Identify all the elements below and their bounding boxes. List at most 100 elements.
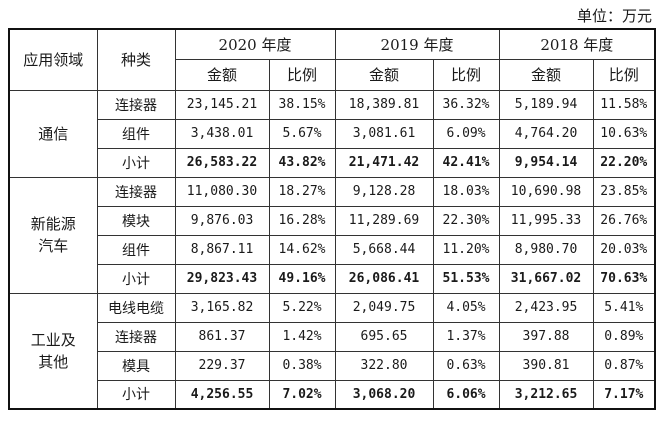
type-cell: 组件 bbox=[96, 234, 176, 265]
amount-cell: 8,980.70 bbox=[498, 234, 594, 265]
amount-cell: 23,145.21 bbox=[174, 89, 270, 120]
header-year-2020: 2020 年度 bbox=[174, 28, 336, 60]
ratio-cell: 0.87% bbox=[592, 350, 656, 381]
table-row: 连接器 861.37 1.42% 695.65 1.37% 397.88 0.89% bbox=[9, 321, 656, 352]
ratio-cell: 11.20% bbox=[432, 234, 500, 265]
ratio-cell: 51.53% bbox=[432, 263, 500, 294]
amount-cell: 397.88 bbox=[498, 321, 594, 352]
header-year-2018: 2018 年度 bbox=[498, 28, 656, 60]
ratio-cell: 5.67% bbox=[268, 118, 336, 149]
amount-cell: 3,081.61 bbox=[334, 118, 434, 149]
amount-cell: 31,667.02 bbox=[498, 263, 594, 294]
header-ratio: 比例 bbox=[432, 58, 500, 91]
table-row: 小计 29,823.43 49.16% 26,086.41 51.53% 31,667.0… bbox=[9, 263, 656, 294]
amount-cell: 861.37 bbox=[174, 321, 270, 352]
amount-cell: 3,438.01 bbox=[174, 118, 270, 149]
ratio-cell: 18.03% bbox=[432, 176, 500, 207]
header-ratio: 比例 bbox=[592, 58, 656, 91]
amount-cell: 26,086.41 bbox=[334, 263, 434, 294]
type-cell: 小计 bbox=[96, 263, 176, 294]
type-cell: 小计 bbox=[96, 147, 176, 178]
header-type: 种类 bbox=[96, 28, 176, 91]
ratio-cell: 10.63% bbox=[592, 118, 656, 149]
header-amount: 金额 bbox=[334, 58, 434, 91]
table-row: 工业及 其他 电线电缆 3,165.82 5.22% 2,049.75 4.05% 2,423… bbox=[8, 292, 656, 410]
ratio-cell: 0.38% bbox=[268, 350, 336, 381]
table-row: 组件 8,867.11 14.62% 5,668.44 11.20% 8,980.70 20… bbox=[9, 234, 656, 265]
type-cell: 小计 bbox=[96, 379, 176, 410]
ratio-cell: 26.76% bbox=[592, 205, 656, 236]
header-year-2019: 2019 年度 bbox=[334, 28, 500, 60]
ratio-cell: 1.37% bbox=[432, 321, 500, 352]
table-row: 模具 229.37 0.38% 322.80 0.63% 390.81 0.87% bbox=[9, 350, 656, 381]
ratio-cell: 43.82% bbox=[268, 147, 336, 178]
amount-cell: 2,423.95 bbox=[498, 292, 594, 323]
amount-cell: 229.37 bbox=[174, 350, 270, 381]
unit-label: 单位：万元 bbox=[576, 7, 652, 25]
amount-cell: 3,212.65 bbox=[498, 379, 594, 410]
revenue-by-domain-table: 应用领域 种类 2020 年度 2019 年度 2018 年度 金额 比例 金额… bbox=[8, 28, 657, 410]
amount-cell: 11,995.33 bbox=[498, 205, 594, 236]
ratio-cell: 22.20% bbox=[592, 147, 656, 178]
amount-cell: 10,690.98 bbox=[498, 176, 594, 207]
ratio-cell: 38.15% bbox=[268, 89, 336, 120]
amount-cell: 5,668.44 bbox=[334, 234, 434, 265]
amount-cell: 11,289.69 bbox=[334, 205, 434, 236]
type-cell: 模块 bbox=[96, 205, 176, 236]
ratio-cell: 4.05% bbox=[432, 292, 500, 323]
header-amount: 金额 bbox=[498, 58, 594, 91]
table-row: 组件 3,438.01 5.67% 3,081.61 6.09% 4,764.20 10.6… bbox=[9, 118, 656, 149]
ratio-cell: 16.28% bbox=[268, 205, 336, 236]
ratio-cell: 5.22% bbox=[268, 292, 336, 323]
type-cell: 连接器 bbox=[96, 176, 176, 207]
ratio-cell: 0.63% bbox=[432, 350, 500, 381]
amount-cell: 390.81 bbox=[498, 350, 594, 381]
amount-cell: 26,583.22 bbox=[174, 147, 270, 178]
amount-cell: 9,954.14 bbox=[498, 147, 594, 178]
amount-cell: 9,128.28 bbox=[334, 176, 434, 207]
amount-cell: 695.65 bbox=[334, 321, 434, 352]
ratio-cell: 6.06% bbox=[432, 379, 500, 410]
amount-cell: 8,867.11 bbox=[174, 234, 270, 265]
domain-cell: 工业及 其他 bbox=[8, 292, 98, 410]
type-cell: 连接器 bbox=[96, 89, 176, 120]
ratio-cell: 14.62% bbox=[268, 234, 336, 265]
header-domain: 应用领域 bbox=[8, 28, 98, 91]
domain-label-line: 汽车 bbox=[38, 237, 69, 255]
header-amount: 金额 bbox=[174, 58, 270, 91]
amount-cell: 9,876.03 bbox=[174, 205, 270, 236]
ratio-cell: 7.02% bbox=[268, 379, 336, 410]
amount-cell: 18,389.81 bbox=[334, 89, 434, 120]
ratio-cell: 18.27% bbox=[268, 176, 336, 207]
domain-cell: 通信 bbox=[8, 89, 98, 178]
ratio-cell: 49.16% bbox=[268, 263, 336, 294]
amount-cell: 5,189.94 bbox=[498, 89, 594, 120]
amount-cell: 4,256.55 bbox=[174, 379, 270, 410]
table-row: 新能源 汽车 连接器 11,080.30 18.27% 9,128.28 18.03% 10,… bbox=[8, 176, 656, 294]
ratio-cell: 6.09% bbox=[432, 118, 500, 149]
amount-cell: 29,823.43 bbox=[174, 263, 270, 294]
ratio-cell: 0.89% bbox=[592, 321, 656, 352]
ratio-cell: 5.41% bbox=[592, 292, 656, 323]
amount-cell: 322.80 bbox=[334, 350, 434, 381]
domain-label-line: 通信 bbox=[38, 124, 69, 143]
type-cell: 电线电缆 bbox=[96, 292, 176, 323]
ratio-cell: 23.85% bbox=[592, 176, 656, 207]
amount-cell: 3,068.20 bbox=[334, 379, 434, 410]
amount-cell: 21,471.42 bbox=[334, 147, 434, 178]
table-row: 小计 4,256.55 7.02% 3,068.20 6.06% 3,212.65 7.17… bbox=[9, 379, 656, 410]
type-cell: 组件 bbox=[96, 118, 176, 149]
ratio-cell: 1.42% bbox=[268, 321, 336, 352]
type-cell: 连接器 bbox=[96, 321, 176, 352]
type-cell: 模具 bbox=[96, 350, 176, 381]
ratio-cell: 20.03% bbox=[592, 234, 656, 265]
amount-cell: 2,049.75 bbox=[334, 292, 434, 323]
ratio-cell: 7.17% bbox=[592, 379, 656, 410]
table-body: 通信 连接器 23,145.21 38.15% 18,389.81 36.32% 5,189… bbox=[8, 89, 656, 410]
amount-cell: 11,080.30 bbox=[174, 176, 270, 207]
ratio-cell: 70.63% bbox=[592, 263, 656, 294]
header-ratio: 比例 bbox=[268, 58, 336, 91]
domain-label-line: 新能源 bbox=[30, 215, 76, 233]
ratio-cell: 36.32% bbox=[432, 89, 500, 120]
domain-cell: 新能源 汽车 bbox=[8, 176, 98, 294]
